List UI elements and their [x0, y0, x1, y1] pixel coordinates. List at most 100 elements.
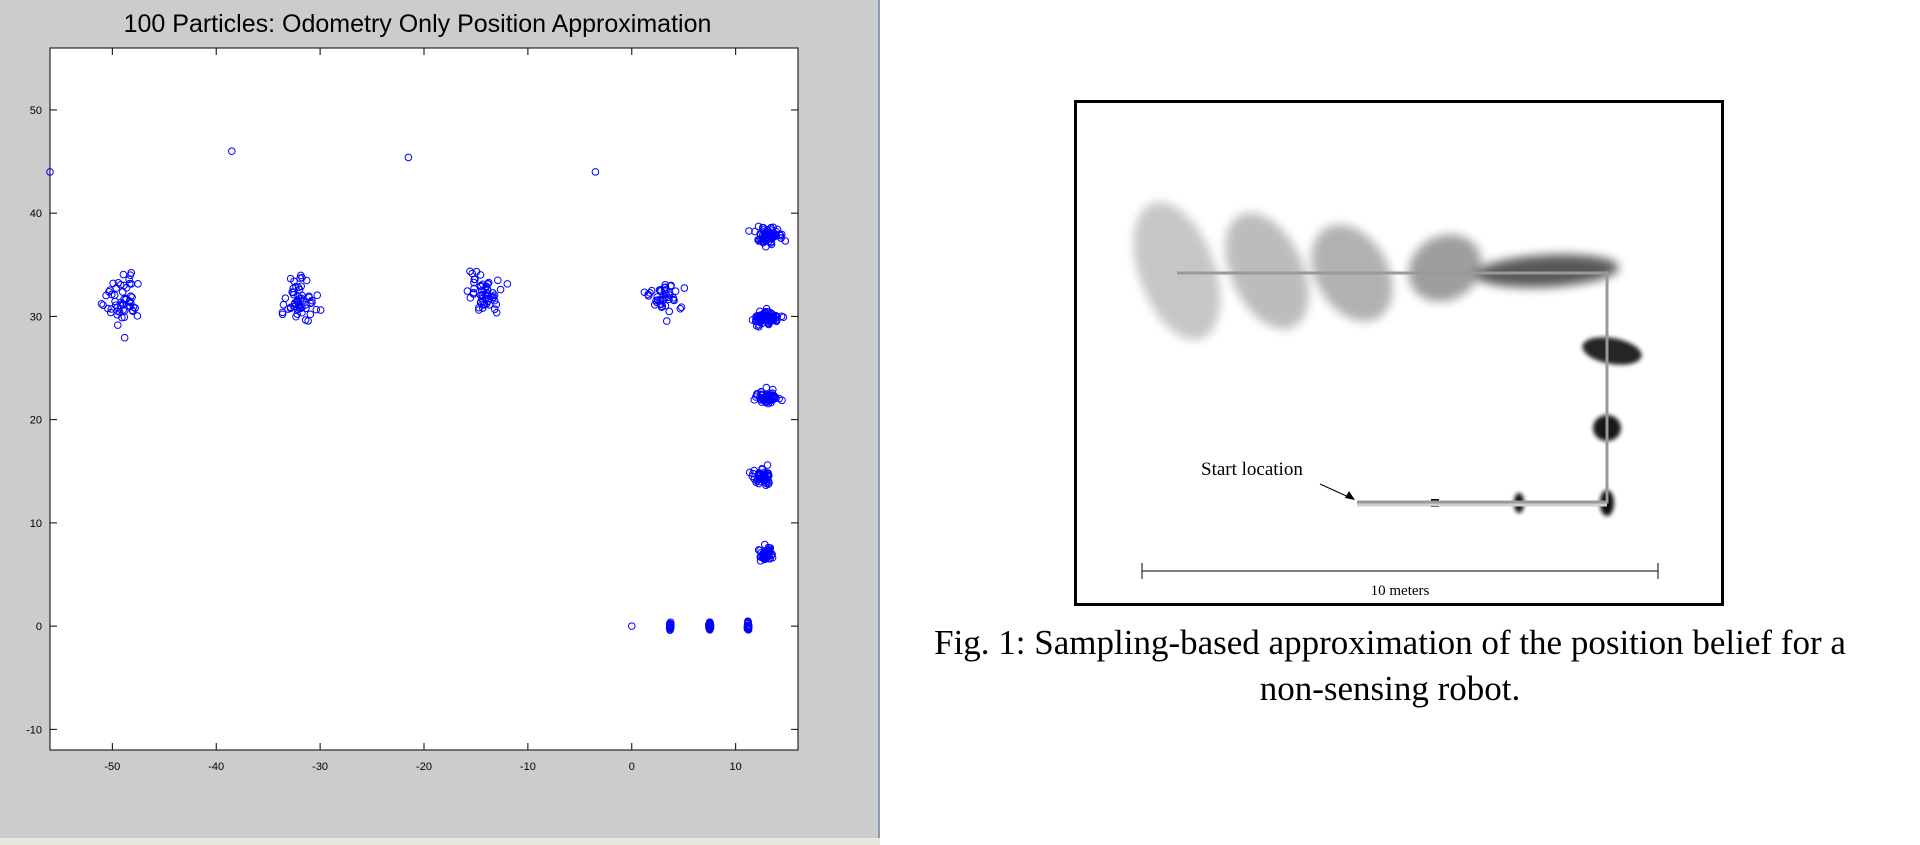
particle-point	[627, 622, 636, 630]
particle-point	[475, 306, 483, 314]
window-bottom-strip	[0, 838, 880, 845]
particle-point	[125, 275, 133, 284]
y-tick-label: 20	[30, 415, 42, 427]
particle-point	[769, 314, 778, 323]
particle-point	[127, 268, 136, 277]
particle-point	[767, 239, 775, 247]
y-tick-label: 10	[30, 518, 42, 530]
particle-point	[744, 624, 753, 633]
particle-point	[676, 304, 685, 313]
particle-point	[289, 288, 298, 297]
particle-point	[680, 284, 689, 292]
x-tick-label: -20	[416, 761, 432, 773]
particle-point	[297, 282, 305, 291]
particle-point	[767, 223, 775, 232]
particle-point	[677, 303, 686, 311]
particle-point	[120, 333, 129, 342]
particle-point	[754, 222, 763, 231]
y-tick-label: 0	[36, 621, 42, 633]
particle-point	[298, 303, 306, 311]
particle-point	[99, 301, 107, 309]
particle-point	[772, 227, 781, 236]
particle-point	[777, 234, 785, 242]
belief-blob	[1408, 234, 1482, 302]
x-tick-label: 10	[730, 761, 742, 773]
particle-point	[313, 291, 322, 300]
particle-point	[764, 313, 773, 322]
y-tick-label: 40	[30, 208, 42, 220]
particle-point	[284, 305, 292, 313]
particle-point	[127, 292, 135, 301]
belief-figure: Start location 10 meters	[1074, 100, 1724, 606]
particle-point	[296, 271, 305, 280]
x-tick-label: 0	[629, 761, 635, 773]
particle-point	[757, 388, 766, 396]
robot-path	[1177, 271, 1609, 504]
particle-point	[305, 292, 313, 300]
start-arrow-head	[1345, 491, 1355, 500]
belief-blob	[1133, 202, 1221, 340]
particle-point	[763, 461, 772, 469]
particle-point	[289, 284, 298, 293]
particle-point	[294, 304, 302, 312]
particle-point	[761, 547, 770, 556]
particle-point	[757, 398, 766, 406]
particle-point	[131, 304, 140, 313]
particle-point	[312, 305, 321, 314]
particle-point	[301, 316, 310, 324]
particle-point	[228, 147, 236, 156]
belief-blob	[1225, 212, 1309, 330]
particle-point	[661, 281, 670, 289]
particle-point	[306, 299, 315, 308]
particle-point	[591, 168, 600, 176]
particle-point	[764, 308, 773, 316]
belief-blob	[1582, 337, 1642, 365]
particle-point	[766, 554, 774, 563]
particle-point	[470, 278, 478, 287]
y-tick-label: 50	[30, 105, 42, 117]
particle-point	[118, 300, 127, 308]
particle-point	[751, 227, 759, 236]
plot-area	[49, 47, 799, 751]
particle-point	[127, 280, 136, 288]
particle-point	[492, 308, 501, 317]
particle-point	[294, 296, 302, 305]
particle-point	[667, 281, 675, 290]
particle-point	[764, 393, 773, 402]
particle-point	[478, 280, 487, 289]
particle-point	[743, 623, 752, 632]
particle-point	[46, 168, 54, 176]
particle-point	[113, 307, 122, 315]
belief-diagram: Start location 10 meters	[1133, 202, 1659, 599]
particle-point	[109, 279, 117, 288]
particle-point	[316, 306, 325, 314]
particle-point	[306, 310, 315, 319]
particle-point	[494, 276, 502, 285]
particle-point	[653, 293, 662, 301]
particle-point	[404, 153, 413, 162]
particle-point	[768, 550, 776, 559]
particle-point	[301, 300, 310, 309]
particle-point	[759, 224, 768, 232]
y-tick-label: -10	[26, 724, 42, 736]
scale-label: 10 meters	[1371, 583, 1430, 599]
particle-point	[662, 317, 671, 325]
particle-point	[133, 312, 142, 320]
particle-point	[97, 299, 106, 308]
particle-point	[297, 304, 305, 313]
particle-point	[705, 623, 714, 632]
particle-point	[661, 293, 669, 302]
particle-point	[118, 288, 127, 296]
particle-point	[640, 288, 649, 297]
particle-point	[470, 275, 479, 284]
particle-point	[705, 620, 713, 629]
particle-point	[484, 297, 492, 306]
particle-point	[658, 302, 667, 311]
particle-point	[483, 285, 492, 293]
particle-point	[466, 267, 474, 276]
particle-point	[765, 229, 773, 237]
particle-point	[661, 302, 670, 310]
particle-point	[503, 280, 512, 288]
particle-point	[754, 236, 762, 244]
particle-point	[745, 227, 753, 235]
